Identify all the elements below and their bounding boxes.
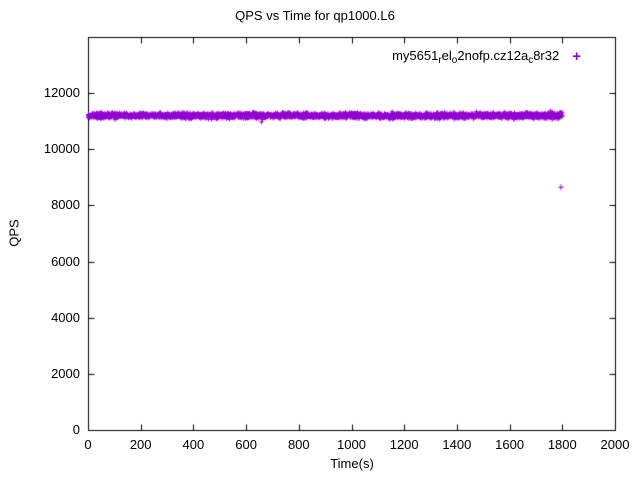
legend-label-text: my5651 <box>392 48 439 63</box>
x-tick-label: 600 <box>235 437 257 452</box>
x-tick-label: 2000 <box>600 437 630 452</box>
legend-label-subscript: c <box>528 55 534 66</box>
legend-label-text: el <box>441 48 452 63</box>
x-tick-label: 1600 <box>495 437 525 452</box>
plus-marker-icon: + <box>572 48 581 65</box>
x-tick-label: 0 <box>84 437 92 452</box>
legend: my5651relo2nofp.cz12ac8r32 + <box>392 48 581 66</box>
legend-label-subscript: o <box>451 55 458 66</box>
y-tick-label: 10000 <box>43 141 80 157</box>
x-tick-label: 1800 <box>547 437 577 452</box>
x-tick-label: 800 <box>287 437 310 452</box>
x-tick-label: 1200 <box>389 437 419 452</box>
x-tick-label: 1000 <box>337 437 366 452</box>
y-axis-label: QPS <box>6 219 22 247</box>
y-tick-label: 8000 <box>51 197 80 213</box>
legend-series-label: my5651relo2nofp.cz12ac8r32 <box>392 48 559 66</box>
x-axis-label: Time(s) <box>330 456 374 471</box>
y-tick-label: 2000 <box>51 365 80 381</box>
chart-title: QPS vs Time for qp1000.L6 <box>235 8 395 23</box>
y-tick-label: 12000 <box>43 85 80 101</box>
y-tick-label: 4000 <box>51 309 80 325</box>
x-tick-label: 400 <box>182 437 205 452</box>
legend-label-text: 8r32 <box>533 48 560 63</box>
x-tick-label: 1400 <box>442 437 472 452</box>
x-tick-label: 200 <box>129 437 152 452</box>
legend-label-subscript: r <box>438 55 442 66</box>
y-tick-label: 6000 <box>51 253 80 269</box>
y-tick-label: 0 <box>72 422 80 437</box>
legend-label-text: 2nofp.cz12a <box>457 48 529 63</box>
